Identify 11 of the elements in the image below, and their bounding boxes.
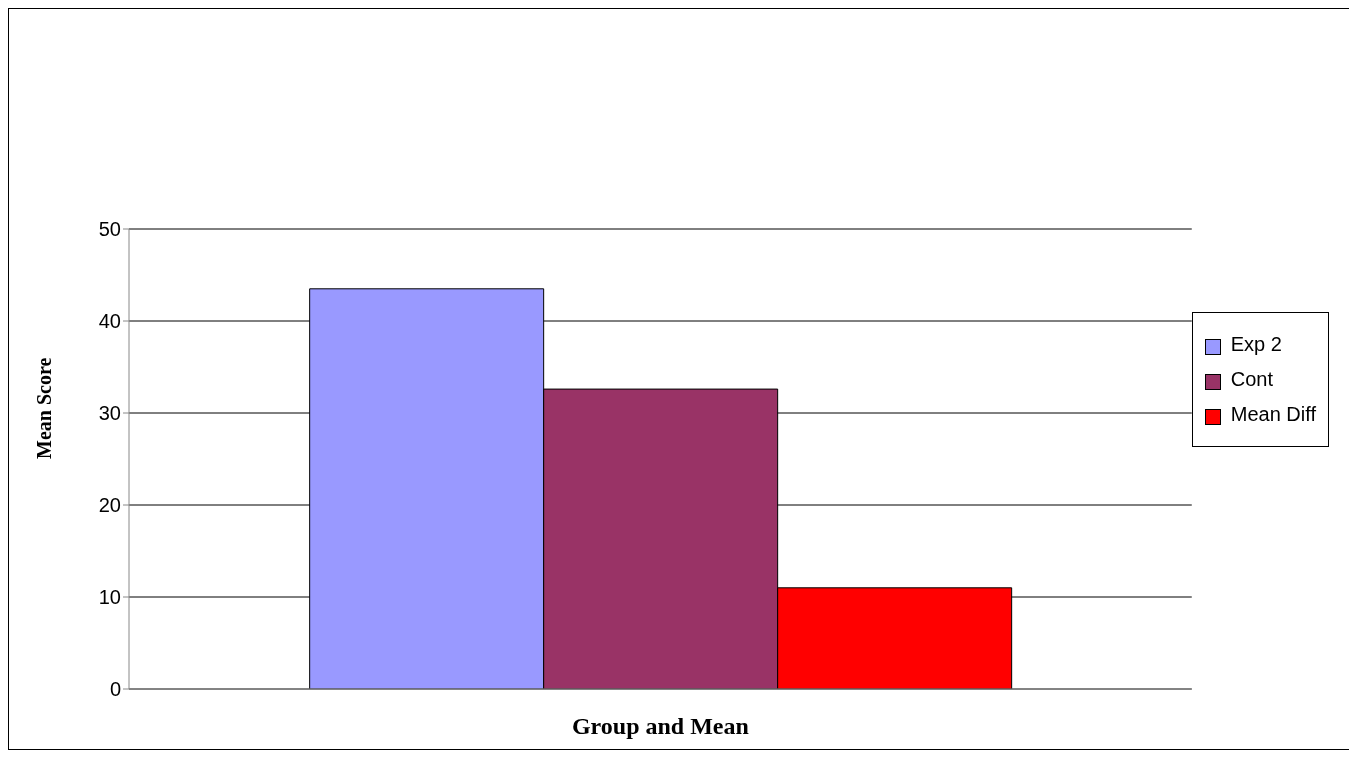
y-tick-label: 50 <box>98 218 121 241</box>
x-axis-title: Group and Mean <box>571 713 749 739</box>
legend-label: Mean Diff <box>1230 402 1316 426</box>
y-axis-title: Mean Score <box>33 357 56 459</box>
y-tick-label: 20 <box>98 494 121 517</box>
legend-label: Cont <box>1230 367 1274 391</box>
legend-label: Exp 2 <box>1230 332 1282 356</box>
y-tick-label: 40 <box>98 310 121 333</box>
y-tick-label: 30 <box>98 402 121 425</box>
y-tick-label: 10 <box>98 586 121 609</box>
y-tick-label: 0 <box>109 678 121 701</box>
